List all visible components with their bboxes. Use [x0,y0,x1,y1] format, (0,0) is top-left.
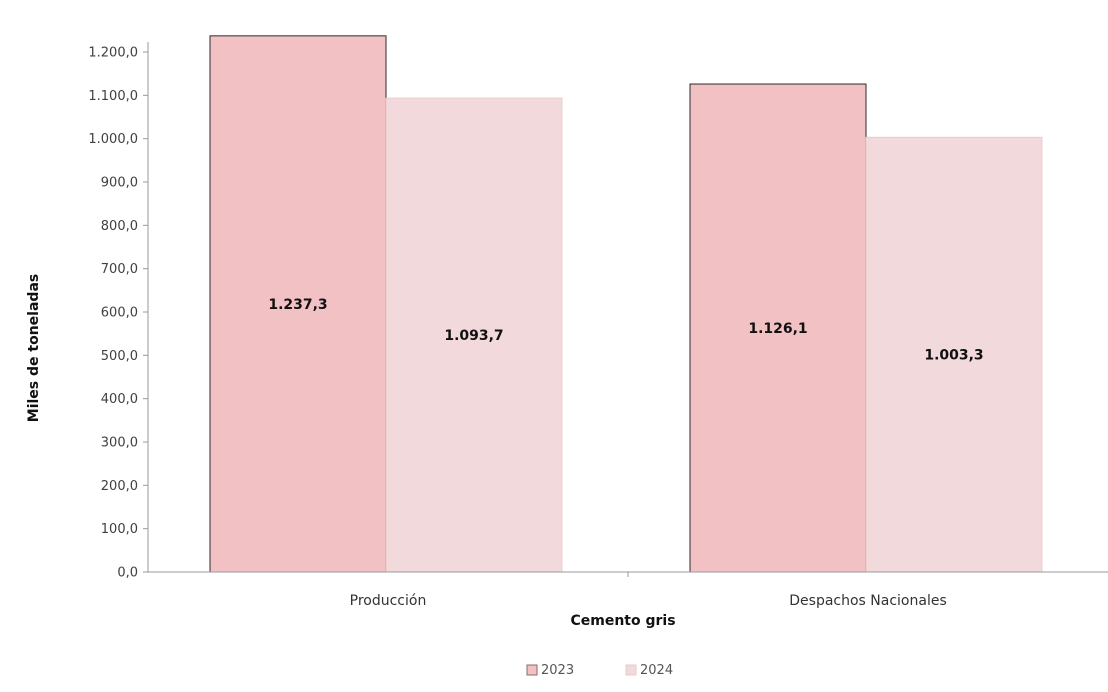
y-tick-label: 700,0 [101,262,138,277]
y-tick-label: 1.100,0 [88,89,138,104]
y-tick-label: 900,0 [101,176,138,191]
x-category-label: Despachos Nacionales [789,593,947,609]
y-tick-label: 0,0 [117,566,138,581]
data-label: 1.126,1 [748,321,807,337]
x-axis: Producción Despachos Nacionales [148,571,1108,609]
y-tick-label: 400,0 [101,392,138,407]
legend: 2023 2024 [526,663,673,678]
legend-swatch-2023 [526,664,538,676]
data-label: 1.237,3 [268,297,327,313]
legend-label-2024: 2024 [640,663,673,678]
legend-label-2023: 2023 [541,663,574,678]
y-tick-label: 100,0 [101,522,138,537]
y-axis: 0,0 100,0 200,0 300,0 400,0 500,0 600,0 700,0 80… [88,42,149,581]
y-tick-label: 300,0 [101,436,138,451]
bar-2024 [865,136,1043,573]
bar-2024 [385,97,563,573]
data-label: 1.003,3 [924,348,983,364]
y-tick-label: 600,0 [101,306,138,321]
y-axis-title: Miles de toneladas [26,274,42,422]
x-category-label: Producción [350,593,427,609]
y-tick-label: 800,0 [101,219,138,234]
y-tick-label: 200,0 [101,479,138,494]
bar-2023 [209,35,387,573]
bars [209,35,1043,573]
y-tick-label: 1.000,0 [88,132,138,147]
data-labels: 1.237,3 1.093,7 1.126,1 1.003,3 [268,297,983,364]
legend-swatch-2024 [625,664,637,676]
data-label: 1.093,7 [444,328,503,344]
y-tick-label: 500,0 [101,349,138,364]
bar-2023 [689,83,867,573]
x-axis-title: Cemento gris [570,613,675,629]
y-tick-label: 1.200,0 [88,46,138,61]
